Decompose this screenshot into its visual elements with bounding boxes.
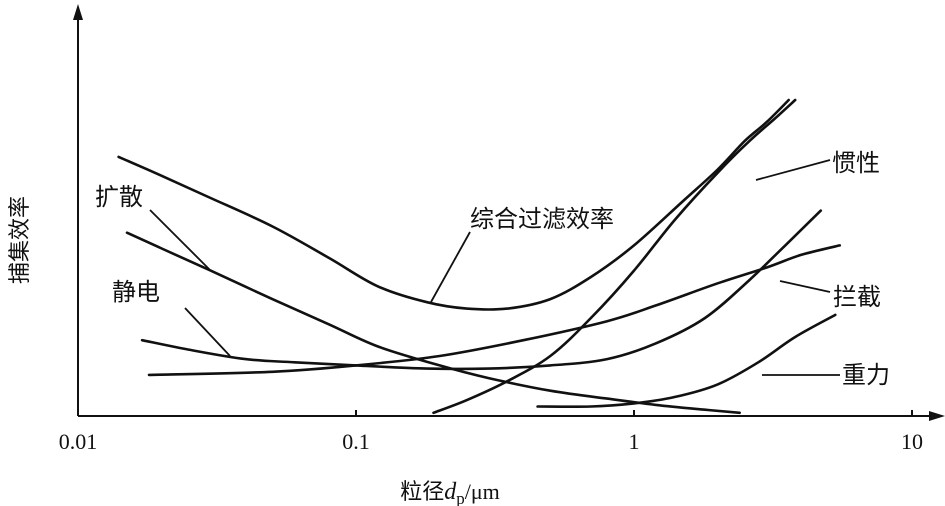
y-axis-arrow: [73, 4, 83, 20]
series-line-interception: [147, 244, 842, 377]
series-line-total-efficiency: [117, 98, 790, 311]
series-lines: [117, 98, 842, 415]
series-line-diffusion: [125, 231, 741, 415]
series-label-gravity: 重力: [842, 361, 890, 389]
series-line-inertia: [432, 98, 797, 415]
series-label-inertia: 惯性: [832, 149, 880, 177]
x-axis-arrow: [929, 411, 945, 421]
leader-total-efficiency: [430, 231, 471, 303]
leader-electrostatic: [184, 307, 231, 357]
x-ticks: 0.01 0.1 1 10: [59, 410, 923, 454]
x-tick-label: 1: [629, 429, 640, 454]
y-axis-title: 捕集效率: [8, 196, 33, 284]
x-tick-label: 0.01: [59, 429, 98, 454]
label-leaders: [149, 159, 840, 376]
series-label-total-efficiency: 综合过滤效率: [470, 205, 614, 233]
leader-interception: [779, 280, 831, 293]
x-tick-label: 10: [901, 429, 923, 454]
series-line-gravity: [536, 313, 837, 409]
series-label-interception: 拦截: [833, 283, 881, 311]
x-tick-label: 0.1: [342, 429, 370, 454]
x-axis-title: 粒径dp/μm: [400, 479, 500, 506]
series-label-diffusion: 扩散: [95, 183, 143, 211]
axes: [73, 4, 945, 421]
leader-diffusion: [149, 209, 211, 271]
series-line-electrostatic: [140, 209, 823, 371]
series-label-electrostatic: 静电: [112, 278, 160, 306]
leader-inertia: [755, 159, 831, 181]
